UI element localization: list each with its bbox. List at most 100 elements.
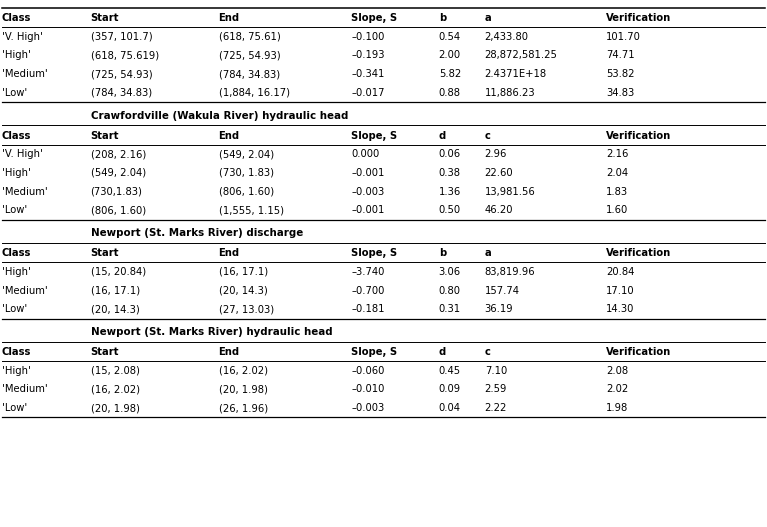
- Text: (20, 1.98): (20, 1.98): [219, 384, 268, 394]
- Text: (549, 2.04): (549, 2.04): [219, 149, 274, 159]
- Text: (16, 2.02): (16, 2.02): [91, 384, 140, 394]
- Text: Start: Start: [91, 14, 119, 23]
- Text: 22.60: 22.60: [485, 168, 513, 178]
- Text: Verification: Verification: [606, 14, 671, 23]
- Text: 2.4371E+18: 2.4371E+18: [485, 69, 547, 79]
- Text: 0.54: 0.54: [439, 32, 461, 42]
- Text: 53.82: 53.82: [606, 69, 634, 79]
- Text: 'High': 'High': [2, 267, 31, 277]
- Text: Slope, S: Slope, S: [351, 131, 397, 141]
- Text: 74.71: 74.71: [606, 51, 634, 61]
- Text: (806, 1.60): (806, 1.60): [219, 187, 274, 197]
- Text: (15, 2.08): (15, 2.08): [91, 366, 140, 376]
- Text: d: d: [439, 347, 446, 357]
- Text: (20, 1.98): (20, 1.98): [91, 403, 140, 413]
- Text: (725, 54.93): (725, 54.93): [219, 51, 280, 61]
- Text: (1,555, 1.15): (1,555, 1.15): [219, 206, 284, 216]
- Text: –0.700: –0.700: [351, 286, 385, 296]
- Text: –0.193: –0.193: [351, 51, 385, 61]
- Text: (784, 34.83): (784, 34.83): [219, 69, 280, 79]
- Text: 0.04: 0.04: [439, 403, 461, 413]
- Text: Class: Class: [2, 347, 31, 357]
- Text: (730,1.83): (730,1.83): [91, 187, 143, 197]
- Text: a: a: [485, 249, 492, 258]
- Text: 36.19: 36.19: [485, 304, 513, 314]
- Text: 0.50: 0.50: [439, 206, 461, 216]
- Text: 2.16: 2.16: [606, 149, 628, 159]
- Text: End: End: [219, 347, 240, 357]
- Text: End: End: [219, 131, 240, 141]
- Text: –0.060: –0.060: [351, 366, 385, 376]
- Text: 5.82: 5.82: [439, 69, 461, 79]
- Text: (806, 1.60): (806, 1.60): [91, 206, 146, 216]
- Text: 1.83: 1.83: [606, 187, 628, 197]
- Text: (357, 101.7): (357, 101.7): [91, 32, 152, 42]
- Text: d: d: [439, 131, 446, 141]
- Text: Class: Class: [2, 131, 31, 141]
- Text: 157.74: 157.74: [485, 286, 520, 296]
- Text: –0.001: –0.001: [351, 206, 385, 216]
- Text: 1.36: 1.36: [439, 187, 461, 197]
- Text: 3.06: 3.06: [439, 267, 461, 277]
- Text: (20, 14.3): (20, 14.3): [219, 286, 268, 296]
- Text: 0.88: 0.88: [439, 88, 461, 98]
- Text: Start: Start: [91, 347, 119, 357]
- Text: 'Medium': 'Medium': [2, 69, 48, 79]
- Text: c: c: [485, 131, 491, 141]
- Text: (208, 2.16): (208, 2.16): [91, 149, 146, 159]
- Text: –0.341: –0.341: [351, 69, 385, 79]
- Text: 0.06: 0.06: [439, 149, 461, 159]
- Text: Start: Start: [91, 131, 119, 141]
- Text: 'Low': 'Low': [2, 88, 27, 98]
- Text: 'Medium': 'Medium': [2, 384, 48, 394]
- Text: (26, 1.96): (26, 1.96): [219, 403, 268, 413]
- Text: –0.100: –0.100: [351, 32, 385, 42]
- Text: 'Low': 'Low': [2, 206, 27, 216]
- Text: 2.02: 2.02: [606, 384, 628, 394]
- Text: 83,819.96: 83,819.96: [485, 267, 535, 277]
- Text: Verification: Verification: [606, 131, 671, 141]
- Text: 'High': 'High': [2, 366, 31, 376]
- Text: 0.09: 0.09: [439, 384, 461, 394]
- Text: 20.84: 20.84: [606, 267, 634, 277]
- Text: Verification: Verification: [606, 347, 671, 357]
- Text: (618, 75.61): (618, 75.61): [219, 32, 281, 42]
- Text: (20, 14.3): (20, 14.3): [91, 304, 140, 314]
- Text: (784, 34.83): (784, 34.83): [91, 88, 152, 98]
- Text: 46.20: 46.20: [485, 206, 513, 216]
- Text: 101.70: 101.70: [606, 32, 640, 42]
- Text: 'Low': 'Low': [2, 304, 27, 314]
- Text: –0.003: –0.003: [351, 403, 384, 413]
- Text: 0.45: 0.45: [439, 366, 461, 376]
- Text: 0.80: 0.80: [439, 286, 461, 296]
- Text: (725, 54.93): (725, 54.93): [91, 69, 152, 79]
- Text: End: End: [219, 249, 240, 258]
- Text: 2.04: 2.04: [606, 168, 628, 178]
- Text: 'High': 'High': [2, 168, 31, 178]
- Text: 34.83: 34.83: [606, 88, 634, 98]
- Text: –0.017: –0.017: [351, 88, 385, 98]
- Text: 0.38: 0.38: [439, 168, 461, 178]
- Text: –0.001: –0.001: [351, 168, 385, 178]
- Text: 2,433.80: 2,433.80: [485, 32, 528, 42]
- Text: (618, 75.619): (618, 75.619): [91, 51, 159, 61]
- Text: Slope, S: Slope, S: [351, 14, 397, 23]
- Text: Newport (St. Marks River) hydraulic head: Newport (St. Marks River) hydraulic head: [91, 327, 332, 337]
- Text: –0.181: –0.181: [351, 304, 385, 314]
- Text: 13,981.56: 13,981.56: [485, 187, 535, 197]
- Text: 0.000: 0.000: [351, 149, 380, 159]
- Text: 14.30: 14.30: [606, 304, 634, 314]
- Text: 'Medium': 'Medium': [2, 286, 48, 296]
- Text: 2.96: 2.96: [485, 149, 507, 159]
- Text: (549, 2.04): (549, 2.04): [91, 168, 146, 178]
- Text: (1,884, 16.17): (1,884, 16.17): [219, 88, 290, 98]
- Text: 0.31: 0.31: [439, 304, 461, 314]
- Text: 1.60: 1.60: [606, 206, 628, 216]
- Text: (27, 13.03): (27, 13.03): [219, 304, 274, 314]
- Text: 2.00: 2.00: [439, 51, 461, 61]
- Text: Verification: Verification: [606, 249, 671, 258]
- Text: End: End: [219, 14, 240, 23]
- Text: c: c: [485, 347, 491, 357]
- Text: Start: Start: [91, 249, 119, 258]
- Text: Slope, S: Slope, S: [351, 249, 397, 258]
